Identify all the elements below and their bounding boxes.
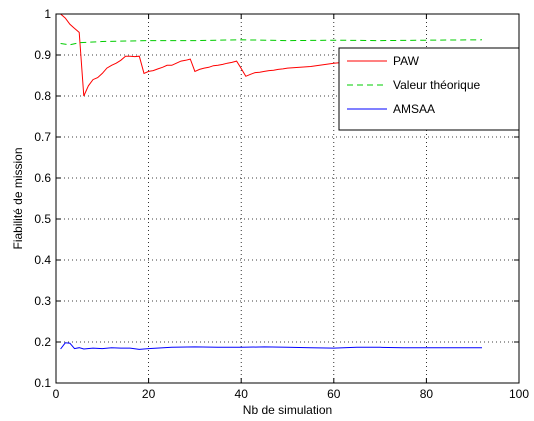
x-tick-label: 60 (327, 387, 341, 401)
y-tick-label: 0.3 (34, 294, 51, 308)
y-tick-label: 0.1 (34, 376, 51, 390)
y-tick-label: 0.6 (34, 171, 51, 185)
legend: PAW Valeur théorique AMSAA (338, 47, 520, 131)
y-tick-label: 0.2 (34, 335, 51, 349)
x-tick-label: 80 (420, 387, 434, 401)
x-axis-label: Nb de simulation (243, 403, 332, 417)
legend-label: Valeur théorique (393, 78, 480, 92)
series-line-amsaa (60, 342, 482, 350)
grid (56, 14, 519, 383)
y-tick-label: 0.7 (34, 130, 51, 144)
x-tick-label: 20 (142, 387, 156, 401)
x-tick-label: 0 (53, 387, 60, 401)
ticks: 0 20 40 60 80 100 0.1 0.2 0.3 0.4 0.5 0.6 0.7 0.8 0.9 1 (34, 7, 529, 401)
y-axis-label: Fiabilité de mission (11, 147, 25, 249)
y-tick-label: 0.5 (34, 212, 51, 226)
y-tick-label: 0.4 (34, 253, 51, 267)
legend-label: AMSAA (393, 102, 435, 116)
x-tick-label: 100 (509, 387, 529, 401)
y-tick-label: 0.8 (34, 89, 51, 103)
y-tick-label: 1 (44, 7, 51, 21)
series-line-paw (60, 13, 483, 97)
x-tick-label: 40 (235, 387, 249, 401)
y-tick-label: 0.9 (34, 48, 51, 62)
legend-label: PAW (393, 54, 420, 68)
plot-frame (55, 13, 520, 384)
legend-box (338, 47, 520, 131)
series-layer (60, 13, 483, 350)
